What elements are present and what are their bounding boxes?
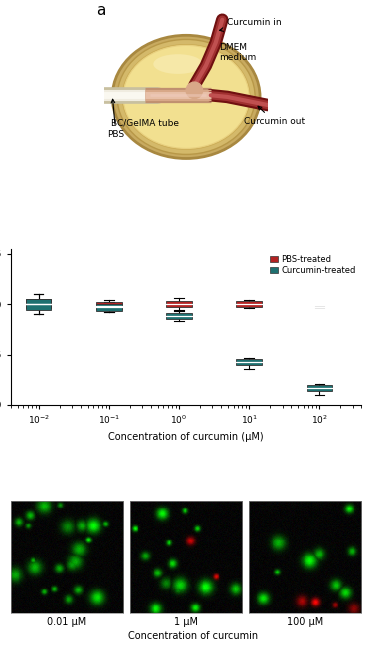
- Bar: [166, 313, 192, 319]
- Bar: [307, 385, 332, 391]
- Bar: [96, 302, 122, 309]
- X-axis label: 100 μM: 100 μM: [287, 617, 323, 627]
- Bar: [26, 299, 51, 308]
- Bar: [237, 359, 262, 365]
- Bar: [166, 301, 192, 307]
- Bar: [96, 304, 122, 311]
- Text: a: a: [96, 3, 105, 18]
- Text: BC/GelMA tube: BC/GelMA tube: [111, 118, 179, 127]
- X-axis label: 1 μM: 1 μM: [174, 617, 198, 627]
- Text: Curcumin out: Curcumin out: [244, 106, 305, 126]
- Ellipse shape: [122, 45, 250, 150]
- Ellipse shape: [124, 46, 249, 148]
- Bar: [237, 301, 262, 307]
- Ellipse shape: [117, 39, 255, 154]
- X-axis label: 0.01 μM: 0.01 μM: [47, 617, 87, 627]
- Circle shape: [186, 82, 203, 99]
- Legend: PBS-treated, Curcumin-treated: PBS-treated, Curcumin-treated: [269, 253, 357, 277]
- Text: PBS: PBS: [107, 99, 124, 139]
- Bar: [26, 299, 51, 310]
- Ellipse shape: [112, 35, 260, 158]
- Ellipse shape: [153, 55, 203, 74]
- Text: Concentration of curcumin: Concentration of curcumin: [128, 631, 258, 641]
- Text: Curcumin in: Curcumin in: [220, 18, 282, 32]
- Text: DMEM
medium: DMEM medium: [219, 43, 256, 62]
- X-axis label: Concentration of curcumin (μM): Concentration of curcumin (μM): [108, 432, 264, 442]
